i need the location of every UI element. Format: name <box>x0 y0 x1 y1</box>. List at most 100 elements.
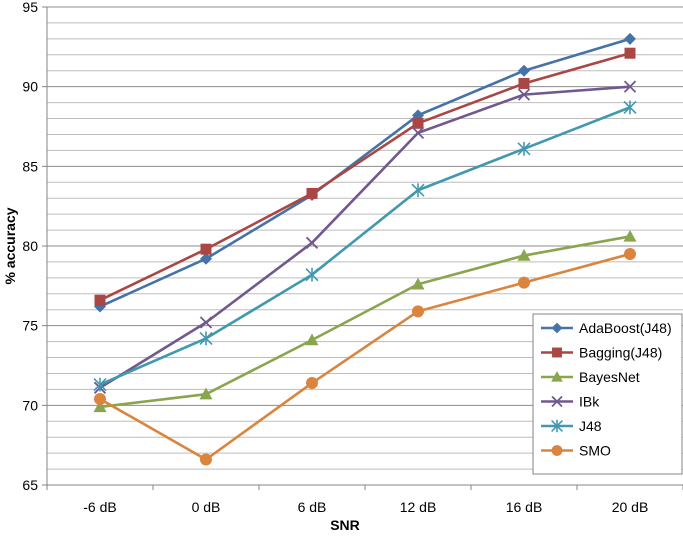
legend-entry: BayesNet <box>541 369 640 385</box>
diamond-marker <box>551 322 563 334</box>
x-tick-label: -6 dB <box>83 499 116 515</box>
data-point <box>624 32 636 45</box>
y-tick-label: 65 <box>22 477 38 493</box>
x-tick-label: 16 dB <box>506 499 543 515</box>
data-point <box>305 236 319 249</box>
x-tick-label: 0 dB <box>192 499 221 515</box>
legend-marker <box>551 371 563 382</box>
data-point <box>199 331 213 346</box>
x-marker-stroke <box>199 316 213 329</box>
legend-label: BayesNet <box>579 369 640 385</box>
legend-entry: AdaBoost(J48) <box>541 320 672 336</box>
series-layer <box>93 32 637 466</box>
legend-marker <box>551 419 563 433</box>
star-marker <box>305 267 319 282</box>
data-point <box>518 64 530 77</box>
diamond-marker <box>200 252 212 265</box>
data-point <box>624 247 636 260</box>
data-point <box>200 252 212 265</box>
data-point <box>200 243 212 255</box>
x-marker <box>623 80 637 93</box>
data-point <box>199 316 213 329</box>
star-marker <box>199 331 213 346</box>
x-marker-stroke <box>551 395 563 408</box>
square-marker <box>306 187 318 199</box>
x-marker <box>305 236 319 249</box>
legend: AdaBoost(J48) Bagging(J48) BayesNet IBk J48 S… <box>532 313 683 475</box>
series-smo <box>94 247 636 466</box>
x-marker-stroke <box>623 80 637 93</box>
circle-marker <box>200 453 212 466</box>
legend-marker <box>552 347 562 358</box>
legend-label: AdaBoost(J48) <box>579 320 672 336</box>
series-bagging-j48 <box>94 47 636 306</box>
square-marker <box>94 294 106 306</box>
circle-marker <box>94 392 106 405</box>
axis-layer: 65 70 75 80 85 90 95 -6 dB 0 dB 6 dB 12 dB 16 dB 20 … <box>22 0 683 515</box>
legend-label: J48 <box>579 418 602 434</box>
data-point <box>411 126 425 140</box>
label-layer: SNR % accuracy <box>2 207 360 533</box>
y-tick-label: 80 <box>22 238 38 254</box>
data-point <box>306 187 318 199</box>
x-tick-label: 12 dB <box>400 499 437 515</box>
legend-marker <box>551 445 563 456</box>
circle-marker <box>412 305 424 318</box>
data-point <box>412 305 424 318</box>
triangle-marker <box>551 371 563 382</box>
triangle-marker <box>305 333 319 346</box>
square-marker <box>518 77 530 89</box>
series-line <box>99 37 631 308</box>
diamond-marker <box>518 64 530 77</box>
diamond-marker <box>624 32 636 45</box>
grid-layer <box>47 6 683 470</box>
data-point <box>93 400 107 413</box>
legend-entry: J48 <box>541 418 602 434</box>
legend-label: Bagging(J48) <box>579 345 662 361</box>
circle-marker <box>624 247 636 260</box>
data-point <box>518 276 530 289</box>
y-tick-label: 75 <box>22 318 38 334</box>
y-tick-label: 95 <box>22 0 38 15</box>
star-marker <box>623 100 637 115</box>
square-marker <box>200 243 212 255</box>
data-point <box>200 453 212 466</box>
triangle-marker <box>199 387 213 400</box>
data-point <box>411 183 425 198</box>
data-point <box>623 100 637 115</box>
y-tick-label: 70 <box>22 397 38 413</box>
data-point <box>517 249 531 261</box>
data-point <box>94 392 106 405</box>
x-axis-title: SNR <box>330 517 360 533</box>
square-marker <box>552 347 562 358</box>
series-line <box>99 252 631 461</box>
legend-label: SMO <box>579 443 611 459</box>
star-marker <box>517 141 531 156</box>
circle-marker <box>306 377 318 390</box>
triangle-marker <box>411 277 425 290</box>
series-line <box>99 106 631 386</box>
x-marker <box>551 395 563 408</box>
data-point <box>199 387 213 400</box>
circle-marker <box>518 276 530 289</box>
x-tick-label: 20 dB <box>612 499 649 515</box>
legend-entry: SMO <box>541 443 611 459</box>
data-point <box>624 47 636 59</box>
x-marker-stroke <box>517 88 531 101</box>
star-marker <box>93 377 107 392</box>
data-point <box>412 117 424 129</box>
series-line <box>99 51 631 302</box>
legend-label: IBk <box>579 394 600 410</box>
square-marker <box>624 47 636 59</box>
triangle-marker <box>517 249 531 261</box>
data-point <box>93 377 107 392</box>
x-marker-stroke <box>305 236 319 249</box>
triangle-marker <box>623 229 637 242</box>
data-point <box>305 333 319 346</box>
star-marker <box>411 183 425 198</box>
series-line <box>99 85 631 389</box>
series-ibk <box>93 80 637 394</box>
y-axis-title: % accuracy <box>2 207 18 284</box>
x-marker <box>199 316 213 329</box>
